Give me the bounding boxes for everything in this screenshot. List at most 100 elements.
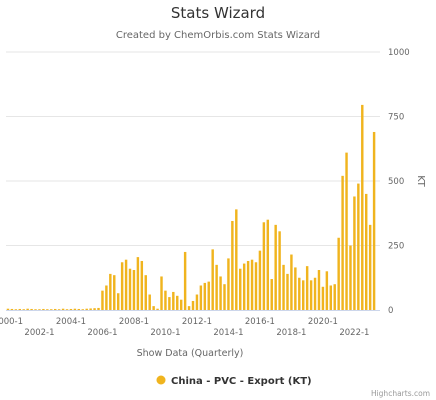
bar[interactable]: 2020-1: 90 — [321, 286, 325, 310]
bar[interactable]: 2016-4: 120 — [270, 279, 273, 310]
bar[interactable]: 2013-4: 100 — [223, 284, 226, 310]
bar[interactable]: 2006-3: 140 — [109, 273, 112, 310]
bar[interactable]: 2021-4: 250 — [349, 245, 352, 311]
legend[interactable]: China - PVC - Export (KT) — [156, 375, 312, 388]
bar[interactable]: 2002-4: 3 — [50, 309, 53, 310]
bar[interactable]: 2001-3: 4 — [30, 308, 33, 310]
bar[interactable]: 2008-3: 190 — [140, 260, 144, 310]
bar[interactable]: 2002-1: 3 — [38, 309, 41, 310]
bar[interactable]: 2018-3: 125 — [298, 277, 301, 310]
bar[interactable]: 2004-4: 3 — [81, 309, 84, 310]
bar[interactable]: 2001-1: 3 — [22, 309, 25, 310]
bar[interactable]: 2020-4: 100 — [333, 284, 336, 310]
bar[interactable]: 2003-2: 3 — [57, 309, 61, 310]
bar[interactable]: 2021-3: 610 — [345, 152, 348, 310]
bar[interactable]: 2019-4: 155 — [317, 270, 321, 310]
bar[interactable]: 2023-1: 330 — [368, 224, 372, 310]
bar[interactable]: 2011-2: 225 — [183, 251, 187, 310]
bar[interactable]: 2002-3: 3 — [46, 309, 49, 310]
bar[interactable]: 2014-4: 160 — [239, 268, 242, 310]
bar[interactable]: 2013-3: 130 — [219, 276, 222, 310]
bar[interactable]: 2011-4: 35 — [191, 300, 195, 310]
bar[interactable]: 2023-2: 690 — [372, 131, 376, 310]
bar[interactable]: 2008-4: 135 — [144, 275, 147, 310]
bar[interactable]: 2012-4: 110 — [207, 281, 210, 310]
bar[interactable]: 2006-1: 75 — [101, 290, 104, 310]
bar[interactable]: 2007-2: 185 — [120, 262, 124, 310]
bar[interactable]: 2009-4: 130 — [160, 276, 163, 310]
bar[interactable]: 2015-3: 195 — [250, 259, 254, 310]
bar[interactable]: 2018-4: 115 — [302, 280, 305, 310]
bar[interactable]: 2017-4: 140 — [286, 273, 289, 310]
bar[interactable]: 2020-2: 150 — [325, 271, 329, 310]
bar[interactable]: 2005-3: 7 — [93, 308, 96, 310]
bar[interactable]: 2003-4: 3 — [65, 309, 69, 310]
bar[interactable]: 2011-3: 15 — [187, 306, 191, 310]
bar[interactable]: 2019-1: 170 — [305, 266, 309, 310]
bar[interactable]: 2012-3: 105 — [203, 282, 207, 310]
bar[interactable]: 2005-2: 6 — [89, 308, 92, 310]
bar[interactable]: 2015-1: 180 — [242, 263, 246, 310]
bar[interactable]: 2016-1: 230 — [258, 250, 262, 310]
bar[interactable]: 2021-2: 520 — [341, 175, 344, 310]
bar[interactable]: 2022-3: 795 — [361, 104, 364, 310]
bar[interactable]: 2012-1: 60 — [195, 294, 199, 310]
bar[interactable]: 2005-1: 5 — [85, 308, 88, 310]
bar[interactable]: 2020-3: 95 — [329, 285, 333, 310]
bar[interactable]: 2014-3: 390 — [235, 209, 238, 310]
bar[interactable]: 2010-4: 55 — [176, 295, 179, 310]
bar[interactable]: 2000-1: 5 — [6, 308, 10, 310]
legend-marker[interactable] — [156, 375, 166, 385]
bar[interactable]: 2011-1: 40 — [179, 299, 183, 310]
bar[interactable]: 2017-1: 330 — [274, 224, 277, 310]
bar[interactable]: 2009-1: 60 — [148, 294, 151, 310]
bar[interactable]: 2000-2: 4 — [10, 308, 14, 310]
bar[interactable]: 2018-2: 165 — [294, 267, 297, 310]
bar[interactable]: 2013-2: 175 — [215, 264, 218, 310]
bar[interactable]: 2008-1: 155 — [132, 270, 136, 310]
bar[interactable]: 2022-4: 450 — [365, 193, 368, 310]
bar[interactable]: 2006-4: 135 — [113, 275, 116, 310]
bar[interactable]: 2022-2: 490 — [357, 183, 360, 310]
bar[interactable]: 2009-2: 15 — [152, 306, 155, 310]
bar[interactable]: 2018-1: 215 — [290, 254, 293, 310]
bar[interactable]: 2013-1: 235 — [211, 249, 214, 310]
bar[interactable]: 2001-2: 5 — [26, 308, 29, 310]
bar[interactable]: 2010-1: 75 — [164, 290, 167, 310]
bar[interactable]: 2003-1: 4 — [53, 308, 57, 310]
bar[interactable]: 2017-2: 305 — [278, 231, 281, 310]
bar[interactable]: 2015-2: 190 — [246, 260, 250, 310]
bar[interactable]: 2010-2: 50 — [168, 297, 171, 310]
bar[interactable]: 2002-2: 4 — [42, 308, 45, 310]
bar[interactable]: 2007-1: 65 — [116, 293, 120, 310]
bar[interactable]: 2016-3: 350 — [266, 219, 270, 310]
bar[interactable]: 2022-1: 440 — [353, 196, 356, 310]
bar[interactable]: 2001-4: 3 — [34, 309, 37, 310]
bar[interactable]: 2016-2: 340 — [262, 222, 266, 310]
credits-link[interactable]: Highcharts.com — [371, 389, 430, 398]
bar[interactable]: 2004-3: 4 — [77, 308, 81, 310]
bar[interactable]: 2007-3: 195 — [124, 259, 128, 310]
bar[interactable]: 2019-2: 115 — [309, 280, 313, 310]
bar[interactable]: 2014-1: 200 — [227, 258, 230, 310]
legend-item-label[interactable]: China - PVC - Export (KT) — [171, 376, 312, 387]
bar[interactable]: 2012-2: 95 — [199, 285, 203, 310]
bar[interactable]: 2004-2: 5 — [73, 308, 77, 310]
bar[interactable]: 2007-4: 160 — [128, 268, 132, 310]
bar[interactable]: 2017-3: 175 — [282, 264, 285, 310]
bar[interactable]: 2010-3: 70 — [172, 291, 175, 310]
bar[interactable]: 2008-2: 205 — [136, 257, 140, 310]
bar[interactable]: 2009-3: 5 — [156, 308, 159, 310]
bar[interactable]: 2014-2: 345 — [231, 220, 234, 310]
bar[interactable]: 2006-2: 95 — [105, 285, 108, 310]
bar[interactable]: 2021-1: 280 — [337, 237, 340, 310]
bar[interactable]: 2015-4: 185 — [254, 262, 258, 310]
bar[interactable]: 2000-4: 4 — [18, 308, 21, 310]
bar[interactable]: 2005-4: 8 — [97, 307, 100, 310]
x-tick-label: 2000-1 — [0, 317, 23, 327]
bar[interactable]: 2000-3: 3 — [14, 309, 18, 310]
bar[interactable]: 2004-1: 4 — [69, 308, 73, 310]
bar[interactable]: 2019-3: 125 — [313, 277, 317, 310]
bar[interactable]: 2003-3: 5 — [61, 308, 65, 310]
bar-series[interactable]: 2000-1: 52000-2: 42000-3: 32000-4: 42001… — [6, 104, 376, 311]
